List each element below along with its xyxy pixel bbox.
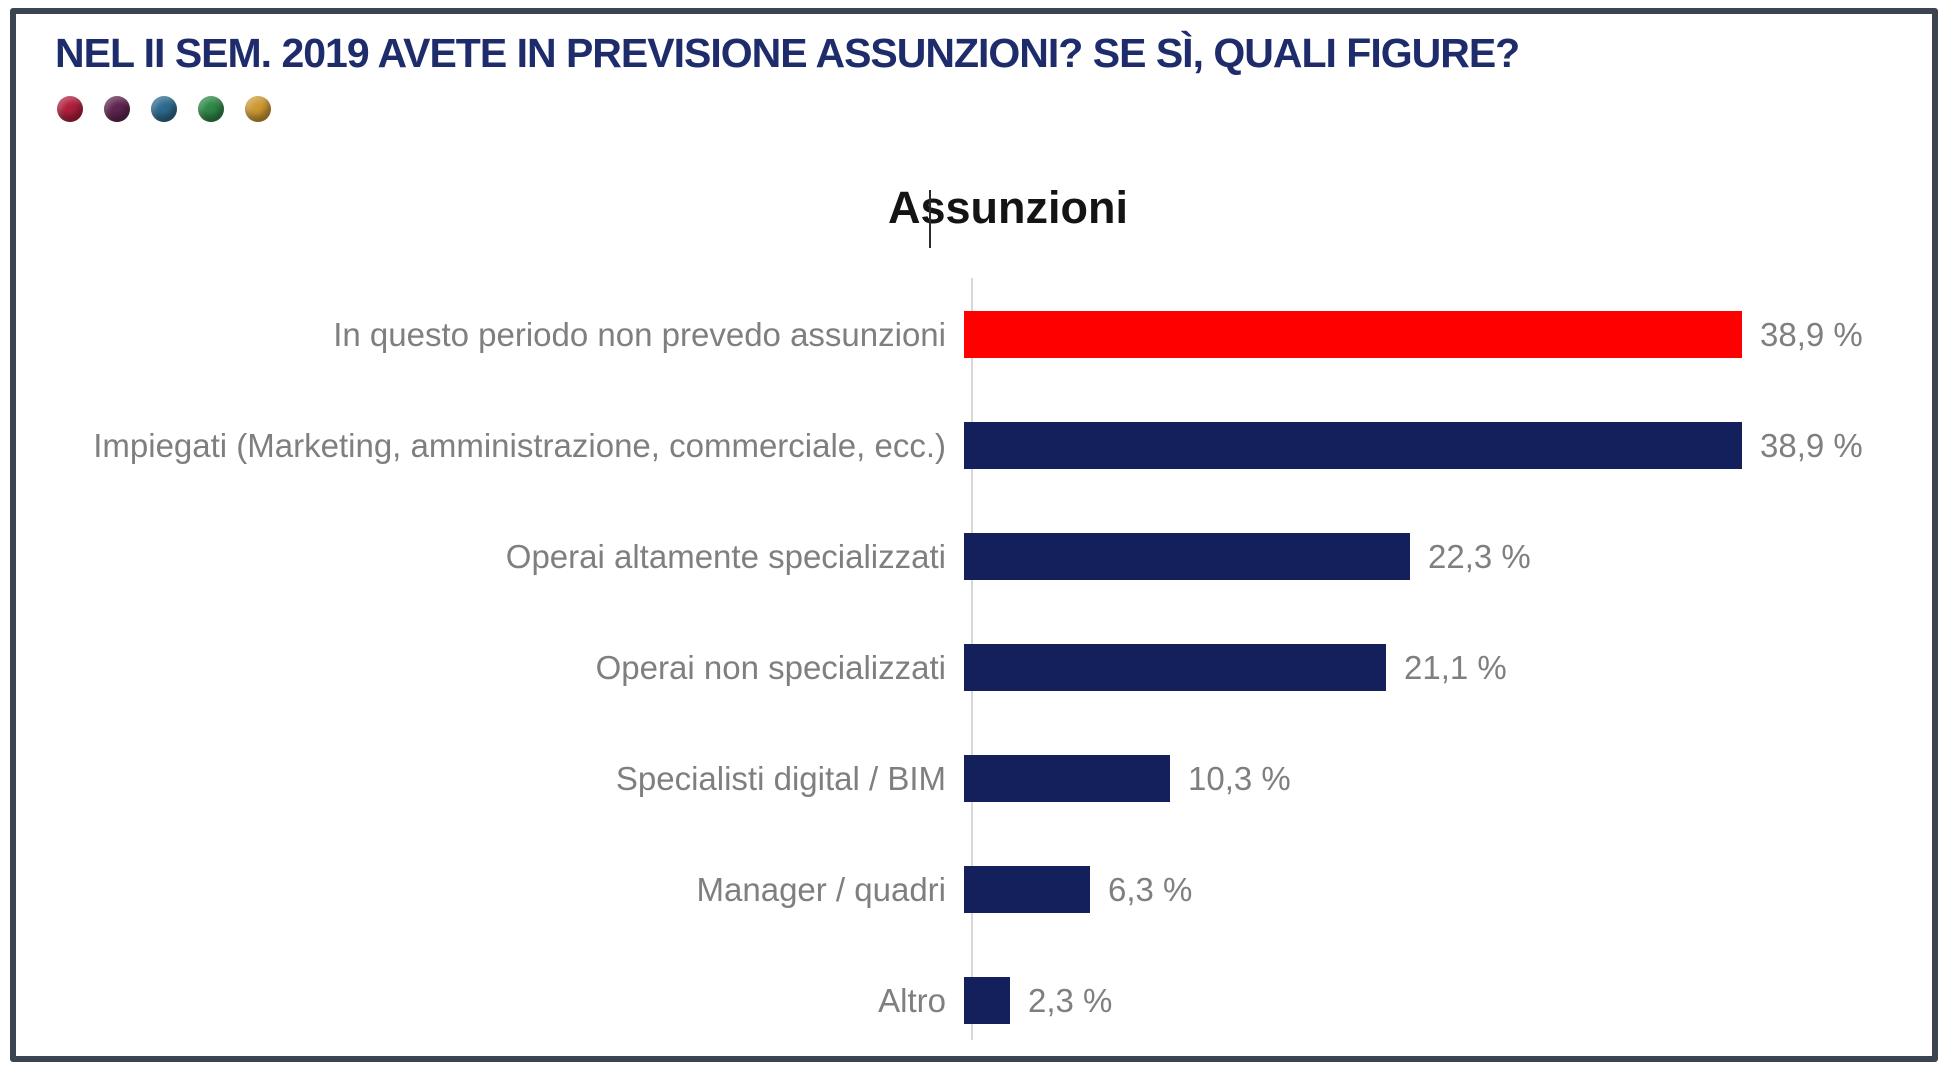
bar-cell: 38,9 % <box>964 422 1863 469</box>
value-label: 22,3 % <box>1428 537 1531 575</box>
chart-row: Altro 2,3 % <box>0 945 1950 1056</box>
category-label: Impiegati (Marketing, amministrazione, c… <box>93 426 946 464</box>
color-dot <box>104 96 130 122</box>
bar-cell: 2,3 % <box>964 977 1112 1024</box>
category-label: Operai altamente specializzati <box>505 537 946 575</box>
category-label-cell: Manager / quadri <box>0 871 956 908</box>
bar-cell: 10,3 % <box>964 755 1291 802</box>
category-label: In questo periodo non prevedo assunzioni <box>333 315 946 353</box>
category-label: Altro <box>878 981 946 1019</box>
color-dots <box>57 96 271 122</box>
category-label: Specialisti digital / BIM <box>615 759 946 797</box>
value-label: 6,3 % <box>1108 870 1193 908</box>
category-label-cell: Specialisti digital / BIM <box>0 760 956 797</box>
color-dot <box>198 96 224 122</box>
bar[interactable] <box>964 533 1410 580</box>
value-label: 2,3 % <box>1028 981 1113 1019</box>
category-label-cell: Operai non specializzati <box>0 649 956 686</box>
chart-row: In questo periodo non prevedo assunzioni… <box>0 279 1950 390</box>
bar[interactable] <box>964 755 1170 802</box>
value-label: 10,3 % <box>1188 759 1291 797</box>
category-label-cell: In questo periodo non prevedo assunzioni <box>0 316 956 353</box>
bar[interactable] <box>964 866 1090 913</box>
bar[interactable] <box>964 977 1010 1024</box>
color-dot <box>57 96 83 122</box>
text-cursor-caret <box>929 190 931 248</box>
chart-row: Operai altamente specializzati 22,3 % <box>0 501 1950 612</box>
category-label: Manager / quadri <box>696 870 946 908</box>
category-label-cell: Impiegati (Marketing, amministrazione, c… <box>0 427 956 464</box>
bar[interactable] <box>964 311 1742 358</box>
category-label-cell: Operai altamente specializzati <box>0 538 956 575</box>
category-label-cell: Altro <box>0 982 956 1019</box>
bar-cell: 38,9 % <box>964 311 1863 358</box>
bar-chart[interactable]: In questo periodo non prevedo assunzioni… <box>0 279 1950 1056</box>
color-dot <box>151 96 177 122</box>
chart-row: Manager / quadri 6,3 % <box>0 834 1950 945</box>
bar-cell: 6,3 % <box>964 866 1192 913</box>
value-label: 38,9 % <box>1760 315 1863 353</box>
chart-row: Specialisti digital / BIM 10,3 % <box>0 723 1950 834</box>
value-label: 38,9 % <box>1760 426 1863 464</box>
category-label: Operai non specializzati <box>595 648 946 686</box>
bar-cell: 21,1 % <box>964 644 1507 691</box>
chart-row: Impiegati (Marketing, amministrazione, c… <box>0 390 1950 501</box>
chart-row: Operai non specializzati 21,1 % <box>0 612 1950 723</box>
question-title: NEL II SEM. 2019 AVETE IN PREVISIONE ASS… <box>55 30 1520 76</box>
color-dot <box>245 96 271 122</box>
bar-cell: 22,3 % <box>964 533 1531 580</box>
bar[interactable] <box>964 422 1742 469</box>
slide-frame-border <box>10 8 1938 1062</box>
chart-title[interactable]: Assunzioni <box>888 182 1129 233</box>
bar[interactable] <box>964 644 1386 691</box>
value-label: 21,1 % <box>1404 648 1507 686</box>
